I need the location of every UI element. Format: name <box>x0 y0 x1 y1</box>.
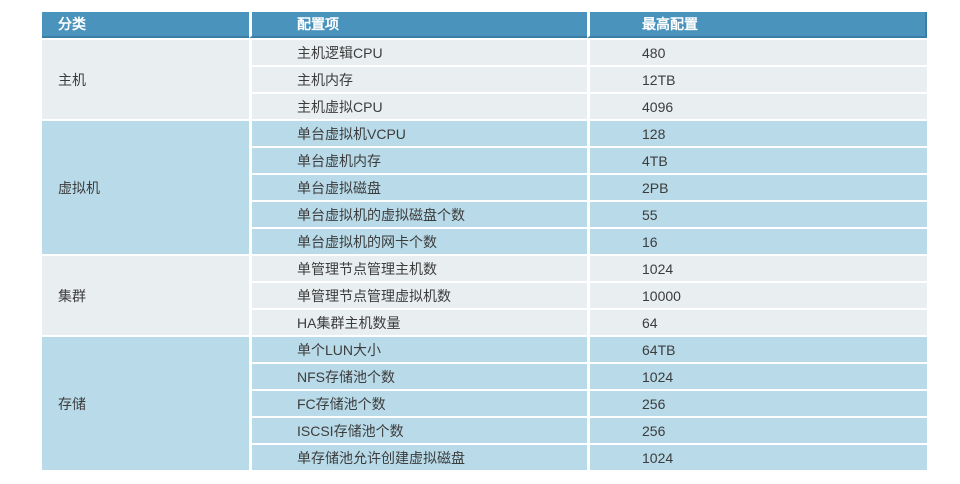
config-item-cell: HA集群主机数量 <box>249 308 587 335</box>
table-header: 分类 配置项 最高配置 <box>42 12 927 38</box>
max-value-cell: 64 <box>587 308 927 335</box>
table-row: 集群 单管理节点管理主机数 1024 <box>42 254 927 335</box>
max-value-cell: 1024 <box>587 254 927 281</box>
table-row: 虚拟机 单台虚拟机VCPU 128 <box>42 119 927 254</box>
section-vm: 虚拟机 单台虚拟机VCPU 128 单台虚机内存 4TB 单台虚拟磁盘 2PB … <box>42 119 927 254</box>
max-value-cell: 256 <box>587 389 927 416</box>
table-row: 单台虚机内存 4TB <box>42 146 927 173</box>
header-row: 分类 配置项 最高配置 <box>42 12 927 38</box>
table-row: 主机虚拟CPU 4096 <box>42 92 927 119</box>
config-item-cell: 单管理节点管理虚拟机数 <box>249 281 587 308</box>
config-item-cell: 主机逻辑CPU <box>249 38 587 65</box>
table-row: 单台虚拟机的虚拟磁盘个数 55 <box>42 200 927 227</box>
config-item-cell: 单管理节点管理主机数 <box>249 254 587 281</box>
max-value-cell: 256 <box>587 416 927 443</box>
table-row: NFS存储池个数 1024 <box>42 362 927 389</box>
category-cell: 集群 <box>42 254 249 335</box>
config-item-cell: ISCSI存储池个数 <box>249 416 587 443</box>
table-row: 存储 单个LUN大小 64TB <box>42 335 927 470</box>
table-row: 单台虚拟磁盘 2PB <box>42 173 927 200</box>
table-row: HA集群主机数量 64 <box>42 308 927 335</box>
section-storage: 存储 单个LUN大小 64TB NFS存储池个数 1024 FC存储池个数 25… <box>42 335 927 470</box>
table-row: 主机内存 12TB <box>42 65 927 92</box>
config-item-cell: 单台虚拟机VCPU <box>249 119 587 146</box>
config-item-cell: 单台虚拟机的虚拟磁盘个数 <box>249 200 587 227</box>
category-cell: 虚拟机 <box>42 119 249 254</box>
config-item-cell: 单台虚机内存 <box>249 146 587 173</box>
max-value-cell: 64TB <box>587 335 927 362</box>
config-item-cell: FC存储池个数 <box>249 389 587 416</box>
table-row: 单存储池允许创建虚拟磁盘 1024 <box>42 443 927 470</box>
table-row: 单台虚拟机的网卡个数 16 <box>42 227 927 254</box>
max-configuration-table: 分类 配置项 最高配置 主机 主机逻辑CPU 480 主机内存 12TB 主机虚… <box>42 12 927 470</box>
max-value-cell: 55 <box>587 200 927 227</box>
config-item-cell: 主机虚拟CPU <box>249 92 587 119</box>
max-value-cell: 1024 <box>587 362 927 389</box>
max-value-cell: 1024 <box>587 443 927 470</box>
table-row: ISCSI存储池个数 256 <box>42 416 927 443</box>
header-category: 分类 <box>42 12 249 38</box>
config-item-cell: 单台虚拟机的网卡个数 <box>249 227 587 254</box>
max-value-cell: 4096 <box>587 92 927 119</box>
config-item-cell: 主机内存 <box>249 65 587 92</box>
max-value-cell: 480 <box>587 38 927 65</box>
table-row: FC存储池个数 256 <box>42 389 927 416</box>
category-cell: 主机 <box>42 38 249 119</box>
max-value-cell: 12TB <box>587 65 927 92</box>
header-config-item: 配置项 <box>249 12 587 38</box>
max-value-cell: 2PB <box>587 173 927 200</box>
config-item-cell: 单个LUN大小 <box>249 335 587 362</box>
section-cluster: 集群 单管理节点管理主机数 1024 单管理节点管理虚拟机数 10000 HA集… <box>42 254 927 335</box>
max-value-cell: 4TB <box>587 146 927 173</box>
max-value-cell: 16 <box>587 227 927 254</box>
config-item-cell: 单存储池允许创建虚拟磁盘 <box>249 443 587 470</box>
max-value-cell: 128 <box>587 119 927 146</box>
table-row: 主机 主机逻辑CPU 480 <box>42 38 927 119</box>
header-max-config: 最高配置 <box>587 12 927 38</box>
spec-table-container: 分类 配置项 最高配置 主机 主机逻辑CPU 480 主机内存 12TB 主机虚… <box>42 12 927 470</box>
table-row: 单管理节点管理虚拟机数 10000 <box>42 281 927 308</box>
max-value-cell: 10000 <box>587 281 927 308</box>
category-cell: 存储 <box>42 335 249 470</box>
config-item-cell: 单台虚拟磁盘 <box>249 173 587 200</box>
config-item-cell: NFS存储池个数 <box>249 362 587 389</box>
section-host: 主机 主机逻辑CPU 480 主机内存 12TB 主机虚拟CPU 4096 <box>42 38 927 119</box>
